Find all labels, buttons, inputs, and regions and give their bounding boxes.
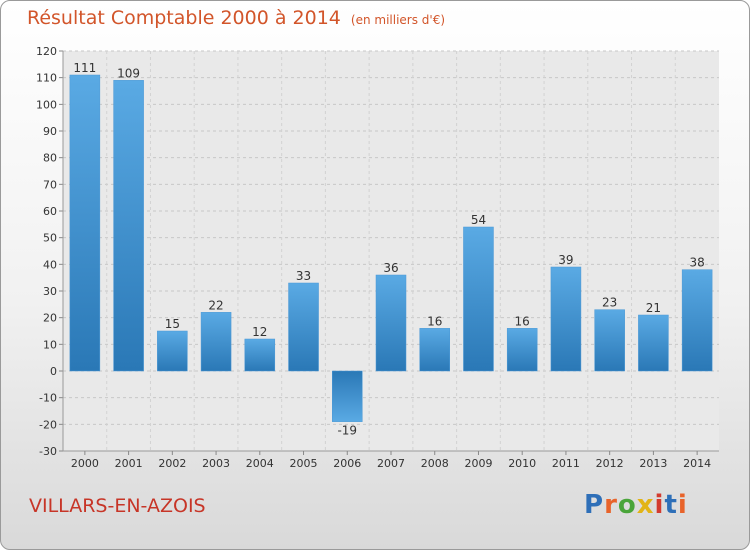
y-tick-label: -10 — [39, 392, 57, 405]
bar-2010 — [506, 328, 538, 372]
value-label-2009: 54 — [471, 213, 486, 227]
value-label-2010: 16 — [515, 314, 530, 328]
bar-2006 — [332, 370, 363, 422]
x-tick-label-2003: 2003 — [202, 457, 230, 470]
x-tick-label-2006: 2006 — [333, 457, 361, 470]
value-label-2007: 36 — [383, 261, 398, 275]
x-tick-label-2008: 2008 — [421, 457, 449, 470]
y-tick-label: 70 — [43, 178, 57, 191]
value-label-2003: 22 — [208, 298, 223, 312]
bar-2000 — [69, 74, 101, 372]
x-tick-label-2001: 2001 — [115, 457, 143, 470]
commune-name: VILLARS-EN-AZOIS — [29, 495, 206, 517]
y-tick-label: -20 — [39, 418, 57, 431]
title-text: Résultat Comptable 2000 à 2014 — [27, 7, 341, 29]
x-tick-label-2013: 2013 — [639, 457, 667, 470]
value-label-2011: 39 — [558, 253, 573, 267]
y-tick-label: 120 — [36, 45, 57, 58]
chart-title: Résultat Comptable 2000 à 2014 (en millie… — [27, 7, 445, 29]
y-tick-label: 50 — [43, 232, 57, 245]
value-label-2005: 33 — [296, 269, 311, 283]
bar-2003 — [200, 312, 232, 372]
logo-letter: t — [664, 490, 678, 520]
bar-2012 — [594, 309, 625, 372]
bar-2008 — [419, 328, 450, 372]
bar-2007 — [375, 274, 407, 372]
x-tick-label-2000: 2000 — [71, 457, 99, 470]
bar-2005 — [288, 282, 319, 372]
bars — [69, 74, 713, 422]
y-tick-label: -30 — [39, 445, 57, 458]
y-tick-label: 60 — [43, 205, 57, 218]
value-label-2013: 21 — [646, 301, 661, 315]
x-tick-label-2011: 2011 — [552, 457, 580, 470]
x-tick-label-2007: 2007 — [377, 457, 405, 470]
y-tick-label: 30 — [43, 285, 57, 298]
y-tick-label: 20 — [43, 312, 57, 325]
logo-letter: i — [677, 490, 688, 520]
value-label-2012: 23 — [602, 296, 617, 310]
value-labels: 111 109 15 22 12 33 -19 36 16 54 16 39 23 21 38 — [73, 61, 704, 438]
logo-letter: x — [636, 490, 655, 520]
value-label-2001: 109 — [117, 66, 140, 80]
y-tick-label: 80 — [43, 152, 57, 165]
x-tick-label-2005: 2005 — [290, 457, 318, 470]
bar-2011 — [550, 266, 582, 372]
y-tick-label: 10 — [43, 338, 57, 351]
y-tick-label: 40 — [43, 258, 57, 271]
logo-letter: o — [617, 490, 637, 520]
value-label-2006: -19 — [337, 424, 357, 438]
x-tick-label-2014: 2014 — [683, 457, 711, 470]
axes: -30 -20 -10 0 10 20 30 40 50 60 70 80 90 100 110 120 200… — [36, 45, 719, 470]
logo-letter: i — [654, 490, 665, 520]
logo-letter: P — [584, 490, 605, 520]
y-tick-label: 0 — [50, 365, 57, 378]
x-tick-label-2010: 2010 — [508, 457, 536, 470]
x-tick-label-2004: 2004 — [246, 457, 274, 470]
x-tick-label-2009: 2009 — [464, 457, 492, 470]
proxiti-logo: Proxiti — [584, 490, 688, 520]
bar-2009 — [463, 226, 494, 372]
plot-area — [63, 51, 719, 451]
x-tick-label-2012: 2012 — [596, 457, 624, 470]
bar-2004 — [244, 338, 276, 372]
value-label-2002: 15 — [165, 317, 180, 331]
grid-lines — [63, 50, 719, 452]
bar-2013 — [638, 314, 669, 372]
y-tick-label: 90 — [43, 125, 57, 138]
bar-2001 — [113, 80, 144, 372]
bar-2014 — [681, 269, 713, 372]
x-tick-label-2002: 2002 — [158, 457, 186, 470]
value-label-2014: 38 — [689, 256, 704, 270]
bar-2002 — [157, 330, 188, 372]
value-label-2000: 111 — [73, 61, 96, 75]
value-label-2008: 16 — [427, 314, 442, 328]
title-unit: (en milliers d'€) — [350, 13, 446, 27]
y-tick-label: 110 — [36, 72, 57, 85]
logo-letter: r — [604, 490, 618, 520]
y-tick-label: 100 — [36, 98, 57, 111]
value-label-2004: 12 — [252, 325, 267, 339]
